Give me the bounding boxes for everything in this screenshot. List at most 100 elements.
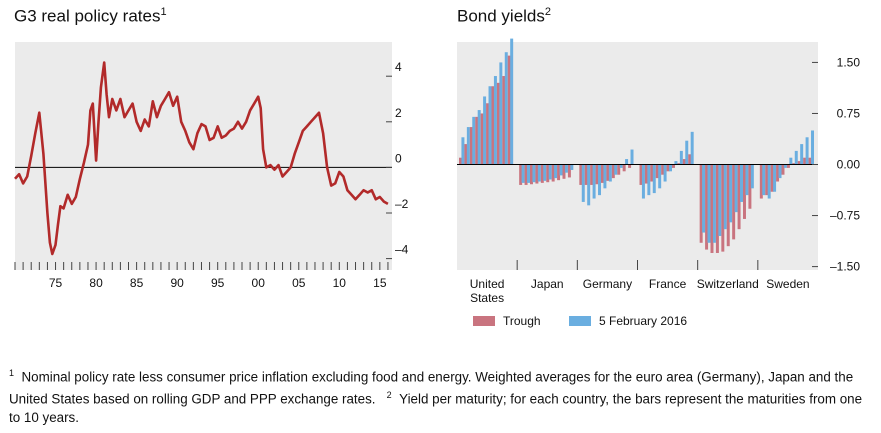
- bar-trough: [502, 76, 506, 165]
- right-y-tick-label: 1.50: [837, 55, 861, 69]
- footnotes: 1 Nominal policy rate less consumer pric…: [9, 364, 873, 427]
- right-category-label: Germany: [583, 277, 632, 291]
- bar-trough: [677, 163, 681, 165]
- bar-feb2016: [778, 164, 782, 179]
- bar-feb2016: [472, 116, 476, 165]
- bar-feb2016: [521, 164, 525, 183]
- bar-trough: [475, 116, 479, 165]
- bar-feb2016: [564, 164, 568, 173]
- left-y-tick-label: 2: [395, 106, 402, 120]
- right-category-label: Japan: [531, 277, 564, 291]
- bar-feb2016: [658, 164, 662, 189]
- legend-feb2016-label: 5 February 2016: [599, 314, 688, 328]
- bar-trough: [595, 164, 599, 185]
- bar-feb2016: [679, 150, 683, 165]
- bar-trough: [469, 127, 473, 165]
- bar-feb2016: [483, 96, 487, 165]
- right-y-tick-label: –1.50: [830, 260, 860, 274]
- bar-trough: [617, 164, 621, 175]
- bar-feb2016: [811, 130, 814, 165]
- bar-trough: [644, 164, 648, 184]
- bar-feb2016: [619, 164, 623, 168]
- policy-rate-line: [14, 61, 389, 256]
- bar-trough: [682, 159, 686, 165]
- bar-feb2016: [548, 164, 552, 180]
- bar-trough: [808, 157, 812, 165]
- bar-trough: [540, 164, 544, 183]
- left-y-tick-label: –2: [395, 197, 409, 211]
- left-x-tick-label: 15: [373, 276, 387, 290]
- right-category-label: Switzerland: [697, 277, 759, 291]
- bar-trough: [551, 164, 555, 182]
- bar-feb2016: [488, 86, 492, 165]
- bar-trough: [562, 164, 566, 179]
- bar-trough: [705, 164, 709, 250]
- bar-feb2016: [466, 127, 470, 165]
- right-category-label: United: [470, 277, 505, 291]
- bar-feb2016: [598, 164, 601, 196]
- bar-feb2016: [789, 157, 793, 165]
- right-chart-title: Bond yields2: [457, 6, 552, 26]
- bar-feb2016: [504, 52, 508, 165]
- legend-trough-swatch: [473, 316, 495, 326]
- bar-trough: [710, 164, 714, 253]
- left-y-tick-label: 4: [395, 60, 402, 74]
- bar-trough: [530, 164, 533, 185]
- bar-feb2016: [641, 164, 645, 199]
- bar-feb2016: [800, 144, 804, 165]
- bar-trough: [743, 164, 746, 219]
- bar-trough: [650, 164, 654, 182]
- bar-feb2016: [707, 164, 711, 243]
- bar-feb2016: [783, 164, 787, 168]
- bar-trough: [770, 164, 774, 192]
- right-category-label: States: [470, 291, 504, 305]
- bar-trough: [639, 164, 643, 185]
- bar-feb2016: [805, 137, 809, 165]
- bar-trough: [797, 161, 801, 165]
- bar-trough: [759, 164, 763, 199]
- bar-feb2016: [559, 164, 563, 176]
- bar-feb2016: [608, 164, 612, 182]
- bar-feb2016: [630, 149, 634, 165]
- bar-trough: [480, 113, 484, 165]
- bar-feb2016: [773, 164, 777, 192]
- bar-feb2016: [499, 62, 503, 165]
- bar-feb2016: [532, 164, 536, 183]
- bar-feb2016: [767, 164, 771, 199]
- bar-trough: [748, 164, 752, 209]
- bar-feb2016: [554, 164, 558, 179]
- left-x-tick-label: 75: [49, 276, 63, 290]
- bar-feb2016: [477, 110, 481, 165]
- bar-trough: [781, 164, 785, 175]
- bar-feb2016: [690, 131, 694, 165]
- bar-trough: [579, 164, 583, 185]
- left-x-tick-label: 80: [89, 276, 103, 290]
- right-y-tick-label: 0.75: [837, 106, 861, 120]
- bar-feb2016: [712, 164, 716, 243]
- bar-trough: [672, 164, 675, 168]
- bar-trough: [611, 164, 615, 179]
- left-x-tick-label: 95: [211, 276, 225, 290]
- footnote-1-marker: 1: [9, 368, 15, 378]
- bar-feb2016: [674, 161, 678, 165]
- bar-feb2016: [718, 164, 722, 236]
- policy-rates-chart: 75 80 85 90 95 00 05 10 15 4 2 0 –2 –4: [14, 42, 409, 290]
- bar-feb2016: [537, 164, 541, 182]
- footnote-2-text: Yield per maturity; for each country, th…: [9, 391, 863, 425]
- bar-feb2016: [762, 164, 766, 196]
- bar-feb2016: [592, 164, 596, 199]
- bar-trough: [606, 164, 610, 181]
- bar-feb2016: [461, 137, 465, 165]
- legend-trough-label: Trough: [503, 314, 541, 328]
- bar-trough: [496, 82, 500, 165]
- left-chart-title: G3 real policy rates1: [14, 6, 167, 26]
- left-x-tick-label: 00: [252, 276, 266, 290]
- bar-feb2016: [729, 164, 733, 223]
- bar-trough: [655, 164, 659, 179]
- bar-trough: [765, 164, 769, 196]
- bar-feb2016: [734, 164, 738, 213]
- bar-feb2016: [745, 164, 749, 196]
- bar-trough: [732, 164, 736, 240]
- legend-feb2016: 5 February 2016: [569, 314, 687, 328]
